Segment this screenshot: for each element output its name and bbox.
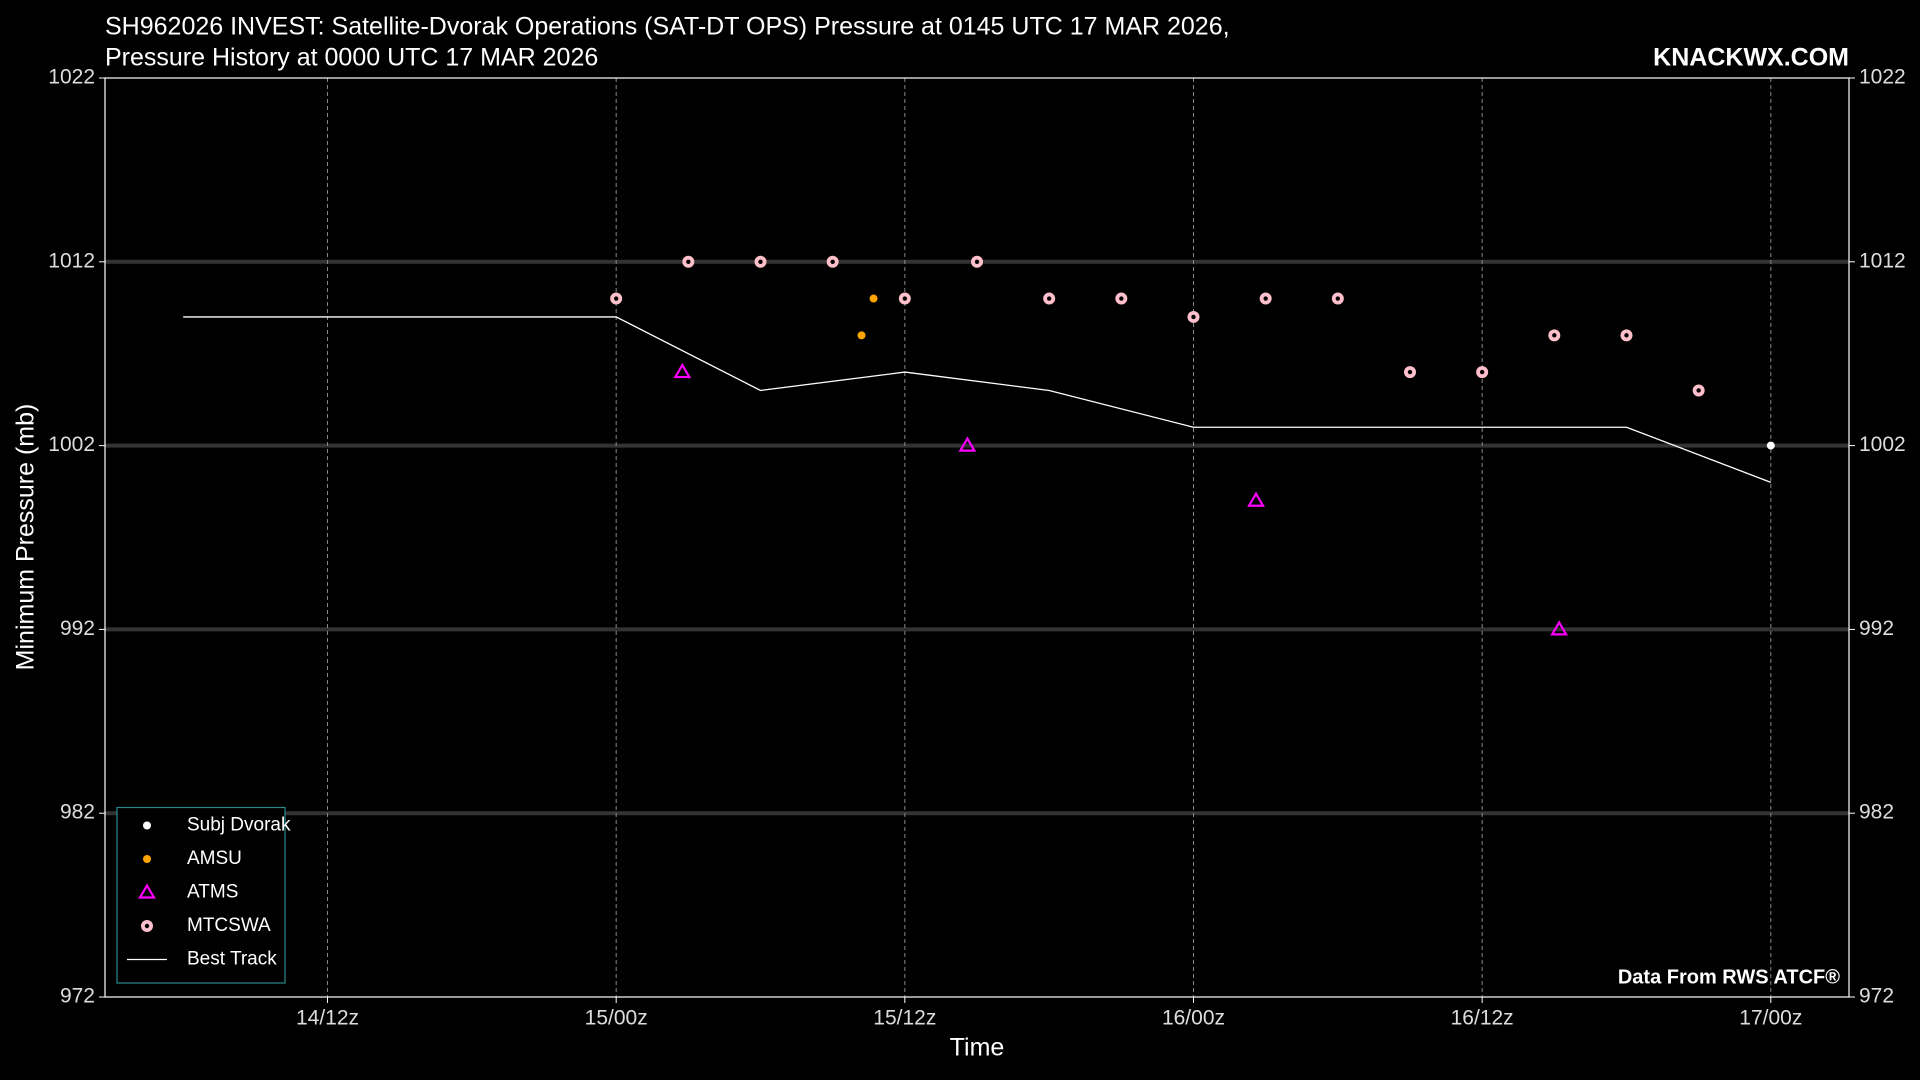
ring-inner [1479,369,1485,375]
ring-inner [974,259,980,264]
point [682,255,695,268]
point [1766,441,1775,450]
ring-inner [144,923,150,929]
point [1476,366,1489,379]
ring-inner [1191,314,1196,320]
y2-tick-label: 1002 [1859,433,1906,456]
legend-swatch [143,821,151,830]
y2-tick-label: 1012 [1859,249,1906,272]
chart-title: Pressure History at 0000 UTC 17 MAR 2026 [105,44,598,72]
point [958,436,977,452]
legend-box [116,806,286,984]
ring-inner [1624,333,1629,338]
point [1259,292,1272,305]
x-tick-label: 16/12z [1451,1007,1514,1030]
y2-tick-label: 992 [1859,617,1894,640]
point [610,292,623,305]
ring-inner [1119,296,1124,301]
chart-title: SH962026 INVEST: Satellite-Dvorak Operat… [105,13,1230,41]
point [1331,292,1344,305]
ring-inner [613,296,619,301]
ring-inner [902,296,908,301]
point [1548,329,1561,342]
legend-label: MTCSWA [187,915,271,936]
legend-label: Best Track [187,949,277,970]
point [1692,384,1705,397]
point [857,331,866,340]
y-axis-label: Minimum Pressure (mb) [12,404,40,671]
point [673,362,692,379]
ring-inner [1696,388,1701,393]
x-tick-label: 16/00z [1162,1007,1225,1030]
point [1550,620,1569,636]
point [1247,491,1265,507]
ring-inner [1552,333,1557,338]
ring-inner [1263,296,1268,301]
ring-inner [830,259,835,264]
watermark: KNACKWX.COM [1653,44,1849,72]
y2-tick-label: 972 [1859,985,1894,1008]
x-tick-label: 15/12z [873,1007,936,1030]
y-tick-label: 982 [60,801,95,824]
ring-inner [1335,296,1341,301]
point [1620,329,1633,342]
ring-inner [1407,369,1413,375]
x-tick-label: 14/12z [296,1007,359,1030]
y2-tick-label: 1022 [1859,66,1906,89]
legend-label: Subj Dvorak [187,815,291,836]
line-series [183,316,1772,483]
x-tick-label: 17/00z [1739,1007,1802,1030]
legend-swatch [143,855,151,863]
legend-swatch [141,920,153,932]
point [869,294,878,303]
point [754,255,767,268]
y-tick-label: 992 [60,617,95,640]
legend-swatch [138,883,156,899]
point [971,255,983,268]
y-tick-label: 1012 [48,249,95,272]
point [1115,292,1128,305]
legend-label: ATMS [187,882,238,903]
ring-inner [1046,296,1052,301]
point [898,292,911,305]
y2-tick-label: 982 [1859,801,1894,824]
point [1403,366,1416,379]
ring-inner [686,259,691,264]
x-axis-label: Time [950,1034,1005,1062]
y-tick-label: 1002 [48,433,95,456]
plot-frame [104,77,1850,998]
y-tick-label: 972 [60,985,95,1008]
point [826,255,839,268]
y-tick-label: 1022 [48,66,95,89]
point [1043,292,1056,305]
legend-label: AMSU [187,848,242,869]
source-note: Data From RWS ATCF® [1618,966,1840,988]
x-tick-label: 15/00z [585,1007,648,1030]
point [1187,310,1200,323]
legend: Subj Dvorak AMSU ATMS MTCSWA Best Track [116,806,291,984]
ring-inner [758,259,763,264]
